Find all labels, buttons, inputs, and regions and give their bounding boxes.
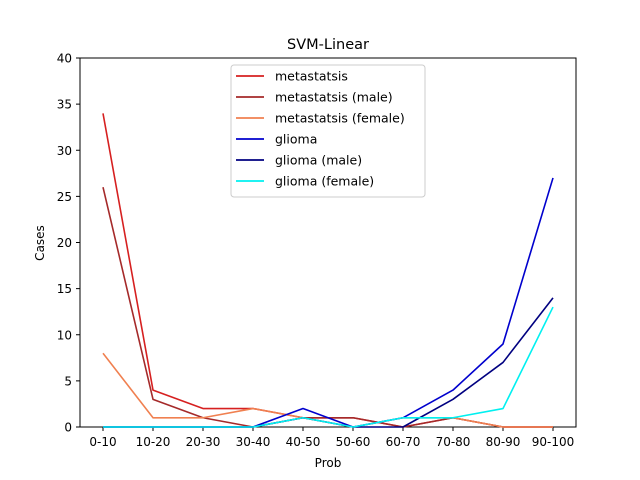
series-line-4 — [103, 297, 554, 428]
y-tick-label: 15 — [57, 282, 72, 296]
series-layer — [102, 113, 554, 428]
y-tick-label: 30 — [57, 144, 72, 158]
x-tick-label: 70-80 — [436, 435, 471, 449]
x-tick-label: 10-20 — [136, 435, 171, 449]
y-tick-label: 25 — [57, 190, 72, 204]
series-line-1 — [102, 186, 553, 428]
x-tick-label: 80-90 — [486, 435, 521, 449]
x-tick-label: 30-40 — [236, 435, 271, 449]
x-axis-title: Prob — [315, 456, 342, 470]
legend-box — [230, 64, 426, 198]
chart-title: SVM-Linear — [287, 37, 369, 53]
legend-label-2: metastatsis (female) — [275, 111, 405, 126]
legend-label-3: glioma — [275, 132, 317, 147]
legend-label-4: glioma (male) — [275, 153, 362, 168]
legend-label-5: glioma (female) — [275, 174, 374, 189]
x-tick-label: 90-100 — [532, 435, 575, 449]
y-tick-label: 5 — [64, 374, 72, 388]
x-tick-label: 0-10 — [89, 435, 116, 449]
y-tick-label: 35 — [57, 98, 72, 112]
x-axis: 0-10 10-20 20-30 30-40 40-50 50-60 60-70 70-80 8… — [89, 427, 574, 449]
y-tick-label: 40 — [57, 52, 72, 66]
y-tick-label: 10 — [57, 328, 72, 342]
legend: metastatsis metastatsis (male) metastatsis… — [230, 64, 426, 198]
x-tick-label: 60-70 — [386, 435, 421, 449]
legend-label-1: metastatsis (male) — [275, 90, 393, 105]
series-line-5 — [103, 306, 554, 428]
series-line-3 — [103, 177, 554, 428]
x-tick-label: 20-30 — [186, 435, 221, 449]
y-tick-label: 0 — [64, 421, 72, 435]
legend-label-0: metastatsis — [275, 69, 348, 84]
series-line-2 — [102, 352, 553, 428]
y-axis-title: Cases — [33, 225, 47, 261]
y-tick-label: 20 — [57, 236, 72, 250]
y-axis: 0 5 10 15 20 25 30 35 40 — [57, 52, 80, 435]
x-tick-label: 50-60 — [336, 435, 371, 449]
x-tick-label: 40-50 — [286, 435, 321, 449]
